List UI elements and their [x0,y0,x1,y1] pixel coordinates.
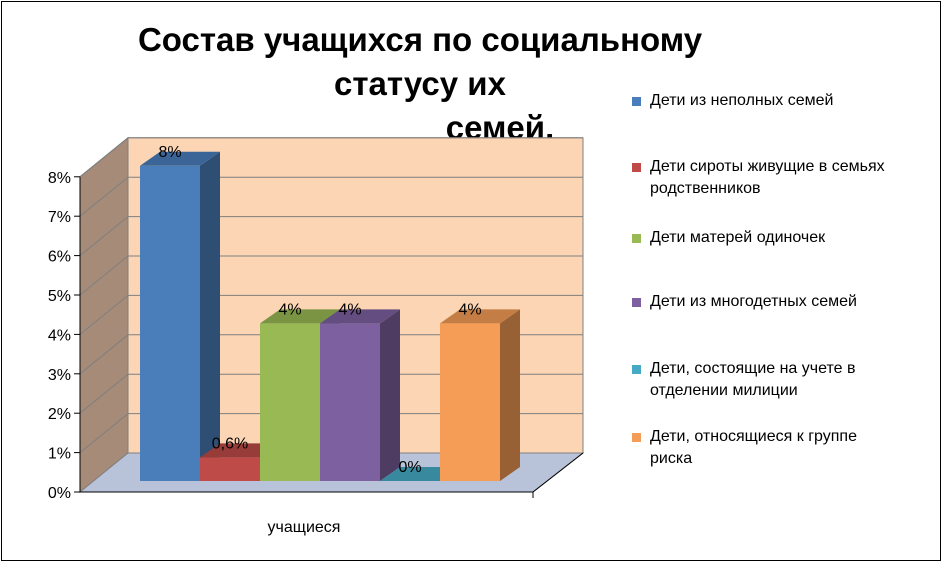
bar-front-face [440,323,500,481]
legend-label: Дети из многодетных семей [632,291,932,313]
y-tick-label: 7% [48,209,71,226]
gridline [79,255,583,296]
legend-swatch [632,163,641,172]
legend-label-line: родственников [650,180,761,197]
x-category-label: учащиеся [268,519,341,536]
bar-data-label: 0% [398,459,421,476]
legend-label: Дети из неполных семей [632,90,932,112]
legend-item: Дети сироты живущие в семьях родственнико… [632,156,932,200]
y-axis-ticks: 0% 1% 2% 3% 4% 5% 6% 7% 8% [48,137,583,502]
x-axis-depth-line [532,452,584,493]
bar-front-face [320,323,380,481]
y-tick-label: 0% [48,485,71,502]
gridline [79,334,583,375]
bar-data-label: 4% [458,301,481,318]
bar-side-face [500,309,520,481]
bars: 8% 0,6% 4% 4% 0% 4% [140,144,520,482]
legend-label: Дети сироты живущие в семьях родственнико… [632,156,932,200]
legend-label-line: Дети сироты живущие в семьях [650,158,885,175]
legend-label-line: Дети из многодетных семей [650,293,857,310]
bar-data-label: 0,6% [212,435,248,452]
bar-data-label: 8% [158,144,181,161]
legend-swatch [632,433,641,442]
legend-label-line: Дети, относящиеся к группе [650,428,857,445]
gridline [79,216,583,256]
bar-1: 8% [140,144,220,482]
bar-front-face [140,165,200,482]
legend-label: Дети, состоящие на учете в отделении мили… [632,358,932,402]
legend-label-line: Дети, состоящие на учете в [650,360,856,377]
gridline [79,294,583,335]
legend-label: Дети, относящиеся к группе риска [632,426,932,470]
bar-front-face [200,457,260,481]
legend-label: Дети матерей одиночек [632,227,932,249]
y-tick-label: 3% [48,367,71,384]
bar-front-face [260,323,320,481]
y-tick-label: 1% [48,446,71,463]
bar-6: 4% [440,301,520,481]
y-tick-label: 4% [48,327,71,344]
bar-top-face [260,309,340,324]
bar-top-face [440,309,520,324]
legend-item: Дети, состоящие на учете в отделении мили… [632,358,932,402]
bar-top-face [140,151,220,166]
y-tick-label: 6% [48,249,71,266]
legend-label-line: Дети матерей одиночек [650,229,826,246]
legend-swatch [632,365,641,374]
legend-swatch [632,97,641,106]
y-tick-label: 8% [48,170,71,187]
legend-item: Дети, относящиеся к группе риска [632,426,932,470]
legend-swatch [632,298,641,307]
bar-data-label: 4% [338,301,361,318]
gridline [79,176,583,217]
legend-item: Дети из многодетных семей [632,291,932,313]
chart-title-line-1: Состав учащихся по социальному статусу и… [137,21,703,102]
legend-label-line: Дети из неполных семей [650,92,834,109]
gridline [79,413,583,453]
legend-item: Дети из неполных семей [632,90,932,112]
bar-side-face [200,151,220,482]
bar-side-face [380,309,400,481]
legend-label-line: отделении милиции [650,382,798,399]
legend-label-line: риска [650,450,693,467]
legend-item: Дети матерей одиночек [632,227,932,249]
y-tick-label: 5% [48,288,71,305]
legend-swatch [632,234,641,243]
bar-data-label: 4% [278,301,301,318]
gridline [79,373,583,414]
y-tick-label: 2% [48,406,71,423]
bar-4: 4% [320,301,400,481]
bar-top-face [320,309,400,324]
gridline [79,137,583,178]
